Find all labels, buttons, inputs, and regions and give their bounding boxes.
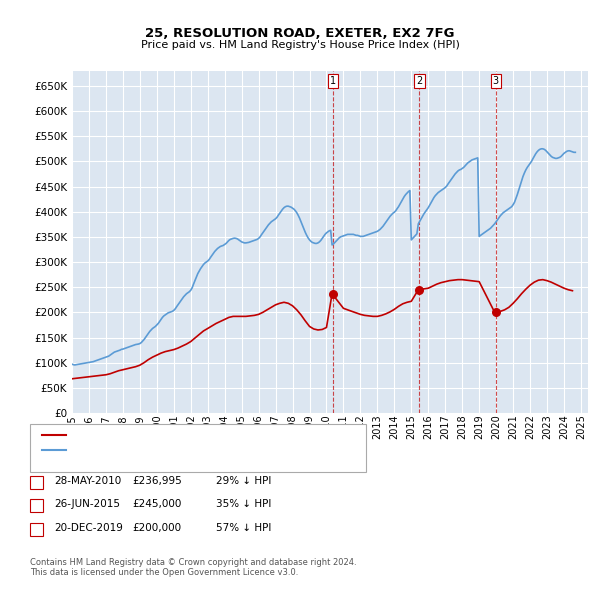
Text: 2: 2 bbox=[416, 76, 422, 86]
Text: 3: 3 bbox=[33, 523, 40, 533]
Text: HPI: Average price, detached house, Exeter: HPI: Average price, detached house, Exet… bbox=[72, 445, 284, 455]
Text: 25, RESOLUTION ROAD, EXETER, EX2 7FG (detached house): 25, RESOLUTION ROAD, EXETER, EX2 7FG (de… bbox=[72, 431, 366, 440]
Point bbox=[491, 307, 500, 317]
Text: 1: 1 bbox=[330, 76, 337, 86]
Text: 2: 2 bbox=[33, 500, 40, 509]
Text: £200,000: £200,000 bbox=[132, 523, 181, 533]
Text: 25, RESOLUTION ROAD, EXETER, EX2 7FG: 25, RESOLUTION ROAD, EXETER, EX2 7FG bbox=[145, 27, 455, 40]
Text: Contains HM Land Registry data © Crown copyright and database right 2024.
This d: Contains HM Land Registry data © Crown c… bbox=[30, 558, 356, 577]
Text: 1: 1 bbox=[33, 476, 40, 486]
Text: 29% ↓ HPI: 29% ↓ HPI bbox=[216, 476, 271, 486]
Text: £236,995: £236,995 bbox=[132, 476, 182, 486]
Text: 20-DEC-2019: 20-DEC-2019 bbox=[54, 523, 123, 533]
Text: Price paid vs. HM Land Registry's House Price Index (HPI): Price paid vs. HM Land Registry's House … bbox=[140, 40, 460, 50]
Point bbox=[329, 289, 338, 299]
Point bbox=[415, 285, 424, 294]
Text: 35% ↓ HPI: 35% ↓ HPI bbox=[216, 500, 271, 509]
Text: 28-MAY-2010: 28-MAY-2010 bbox=[54, 476, 121, 486]
Text: 3: 3 bbox=[493, 76, 499, 86]
Text: £245,000: £245,000 bbox=[132, 500, 181, 509]
Text: 57% ↓ HPI: 57% ↓ HPI bbox=[216, 523, 271, 533]
Text: 26-JUN-2015: 26-JUN-2015 bbox=[54, 500, 120, 509]
